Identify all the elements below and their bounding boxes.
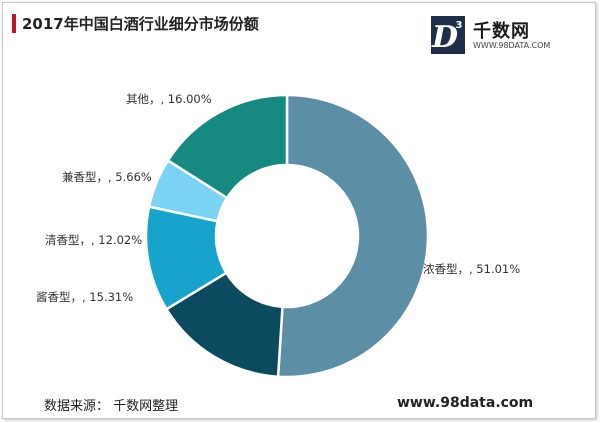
title-accent-bar (12, 14, 16, 33)
logo-url: WWW.98DATA.COM (473, 41, 551, 50)
slice-label-2: 酱香型，, 15.31% (36, 290, 133, 304)
logo-name: 千数网 (473, 21, 530, 42)
slice-label-3: 清香型，, 12.02% (45, 233, 142, 247)
logo-badge-letter: D (431, 20, 458, 54)
slice-label-4: 兼香型，, 5.66% (62, 170, 152, 184)
chart-frame (2, 2, 596, 419)
chart-title: 2017年中国白酒行业细分市场份额 (22, 15, 259, 33)
slice-5 (166, 93, 289, 200)
logo-badge-superscript: 3 (456, 20, 463, 31)
slice-label-5: 其他，, 16.00% (126, 92, 212, 106)
slice-1 (276, 93, 430, 379)
site-url: www.98data.com (397, 395, 534, 411)
donut-slices (144, 93, 430, 379)
slice-labels: 浓香型，, 51.01% 酱香型，, 15.31% 清香型，, 12.02% 兼香型，… (36, 92, 520, 304)
data-source: 数据来源： 千数网整理 (44, 399, 179, 414)
brand-logo: D 3 千数网 WWW.98DATA.COM (431, 14, 561, 56)
logo-badge-icon: D 3 (431, 16, 465, 54)
slice-label-1: 浓香型，, 51.01% (423, 262, 520, 276)
